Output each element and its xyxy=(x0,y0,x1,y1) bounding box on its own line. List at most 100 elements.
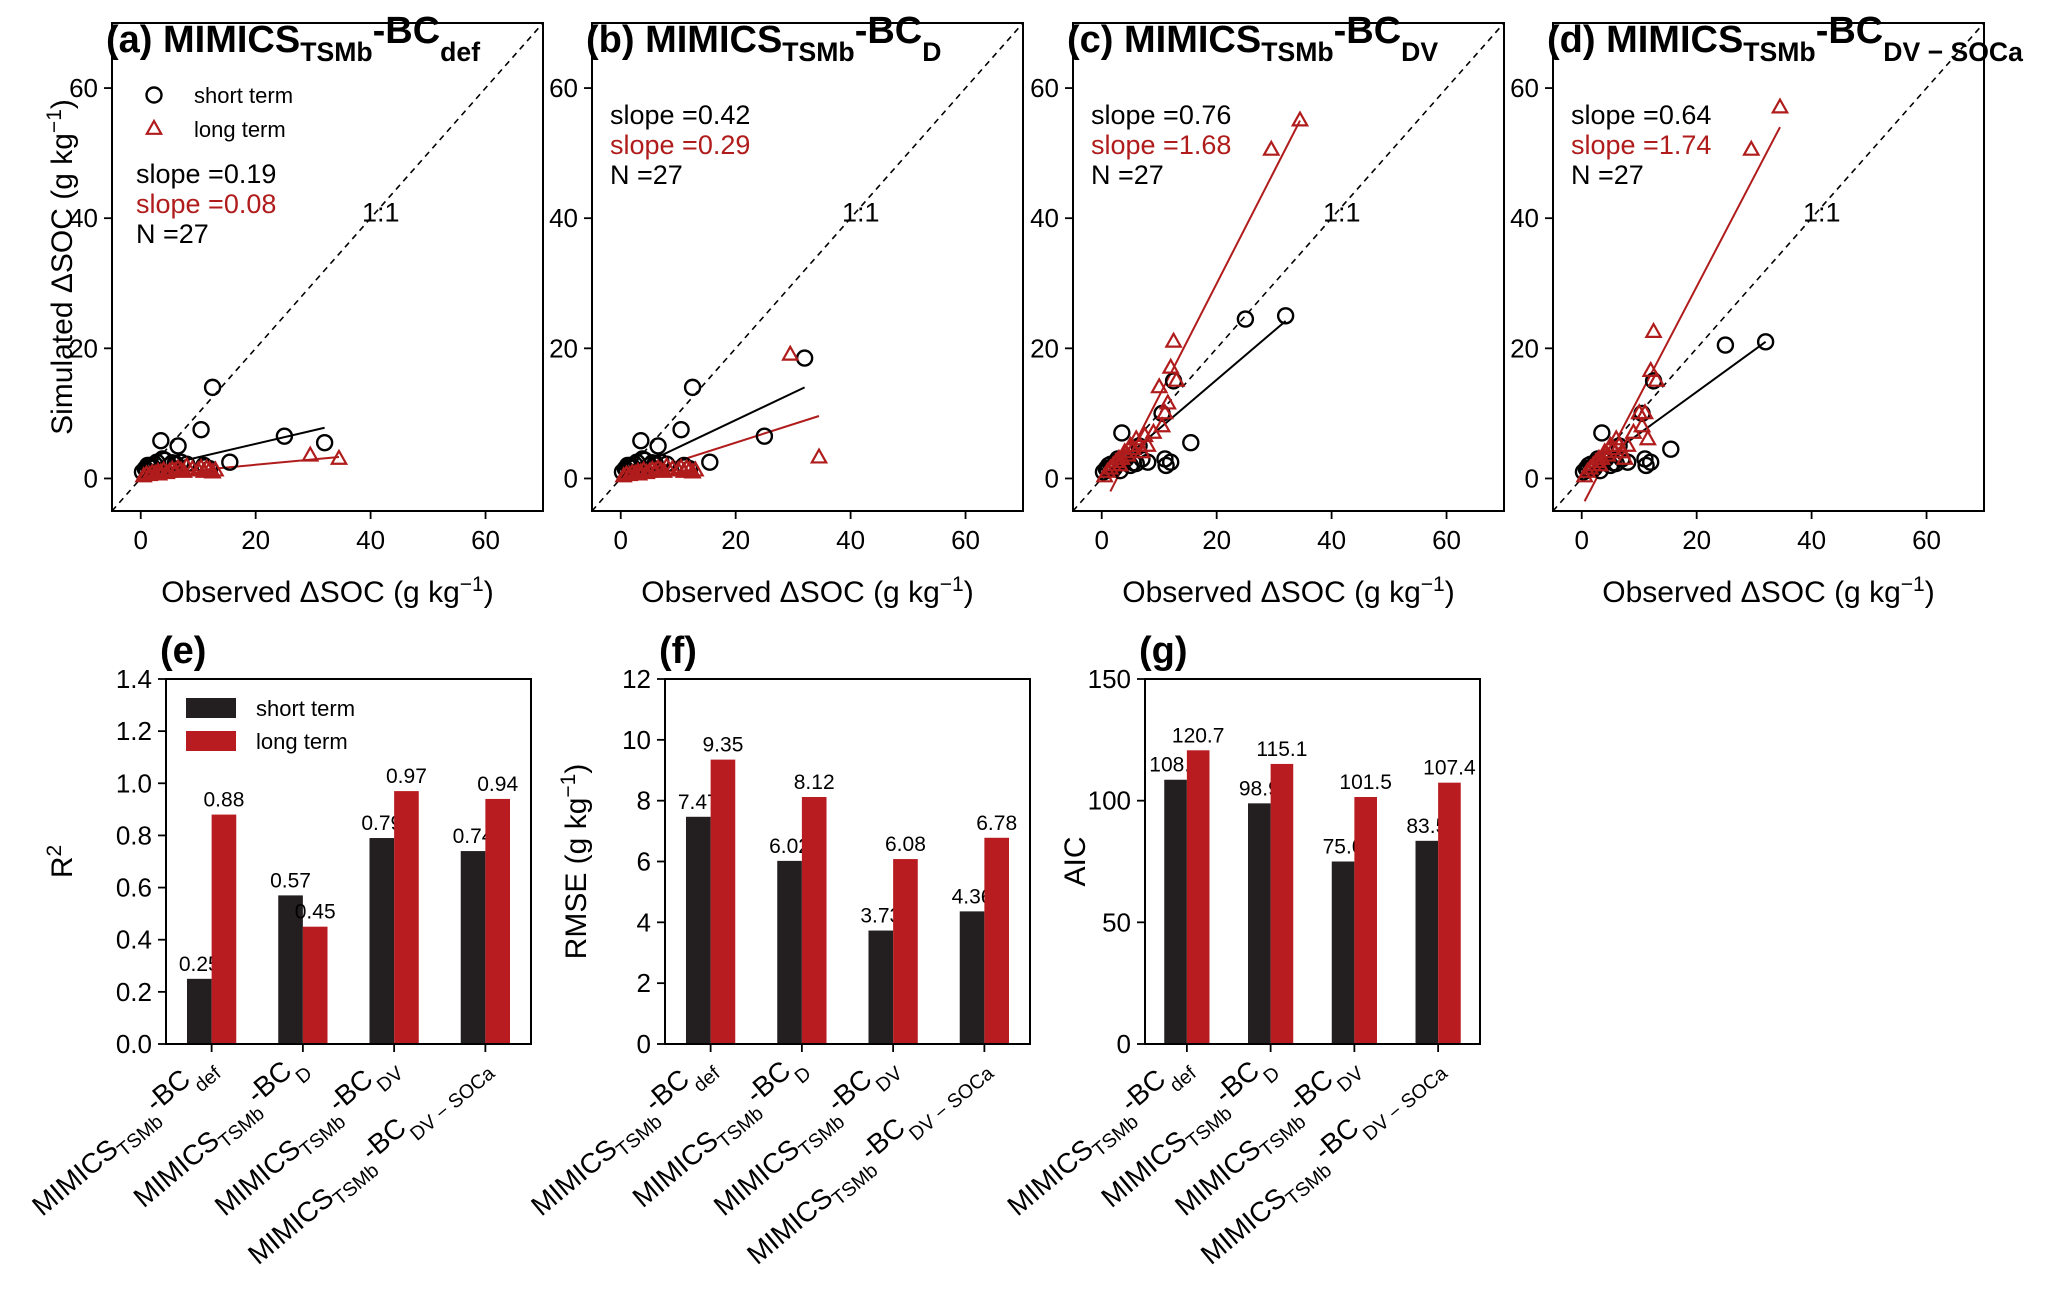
one-to-one-line xyxy=(591,22,1024,512)
bar-value-label: 0.74 xyxy=(453,825,494,848)
bar-panel-e: 0.250.88MIMICSTSMb-BCdef0.570.45MIMICSTS… xyxy=(26,630,532,1270)
short-term-bar xyxy=(278,895,303,1044)
x-tick-label: 0 xyxy=(133,525,147,555)
short-term-point xyxy=(649,437,667,455)
x-tick-label: 40 xyxy=(356,525,385,555)
bar-panel-f: 7.479.35MIMICSTSMb-BCdef6.028.12MIMICSTS… xyxy=(525,630,1031,1270)
label-subscript: TSMb xyxy=(113,1111,167,1162)
short-term-point xyxy=(315,433,334,452)
long-term-point xyxy=(1591,455,1610,472)
fit-short-line xyxy=(1103,320,1287,476)
label-subscript: TSMb xyxy=(782,37,854,67)
long-term-point xyxy=(1632,416,1652,433)
bar-value-label: 0.97 xyxy=(386,765,427,788)
axes-frame xyxy=(1552,22,1985,512)
bar-value-label: 107.4 xyxy=(1423,757,1476,780)
y-tick-label: 20 xyxy=(1510,333,1539,363)
bar-value-label: 8.12 xyxy=(794,771,835,794)
legend-triangle-icon xyxy=(144,118,164,135)
label-subscript: TSMb xyxy=(612,1111,666,1162)
label-mid: -BC xyxy=(241,1055,298,1110)
short-term-point xyxy=(1637,456,1655,475)
bar-value-label: 7.47 xyxy=(678,791,719,814)
long-term-point xyxy=(809,447,829,464)
label-subscript: DV − SOCa xyxy=(1359,1062,1452,1145)
label-subscript: DV − SOCa xyxy=(406,1062,499,1145)
short-term-point xyxy=(192,420,210,439)
x-tick-label: 0 xyxy=(1094,525,1108,555)
long-term-point xyxy=(781,344,800,361)
short-term-point xyxy=(1716,336,1735,354)
y-tick-label: 0 xyxy=(637,1029,651,1059)
label-main: MIMICS xyxy=(1606,19,1743,61)
label-subscript: def xyxy=(440,37,480,67)
long-term-point xyxy=(1615,448,1634,465)
x-tick-label: 20 xyxy=(241,525,270,555)
plot-area xyxy=(1094,110,1310,492)
label-mid: -BC xyxy=(1282,1063,1339,1118)
short-term-bar xyxy=(685,816,711,1044)
x-tick-label: 60 xyxy=(1432,525,1461,555)
panel-title: (c) MIMICSTSMb-BCDV xyxy=(1067,10,1438,67)
label-subscript: TSMb xyxy=(714,1102,768,1153)
y-tick-label: 0.2 xyxy=(116,977,152,1007)
label-mid: -BC xyxy=(855,10,923,52)
short-term-point xyxy=(221,453,239,471)
long-term-point xyxy=(1161,357,1180,374)
long-term-point xyxy=(1290,110,1310,127)
x-axis-label-text: Observed ΔSOC (g kg xyxy=(641,576,939,609)
y-axis-label: R2 xyxy=(43,845,80,878)
x-axis-label: Observed ΔSOC (g kg−1) xyxy=(161,573,493,610)
one-to-one-line xyxy=(1072,22,1505,512)
plot-area xyxy=(133,378,349,483)
scatter-panel-a: 1:1 0 0 20 20 40 40 60 60 Observed ΔSOC (g kg−1) (… xyxy=(43,10,544,609)
long-term-point xyxy=(643,459,662,476)
bar-value-label: 0.57 xyxy=(270,869,311,892)
long-term-point xyxy=(1167,370,1186,387)
label-subscript: TSMb xyxy=(1282,1159,1336,1210)
label-mid: -BC xyxy=(821,1063,878,1118)
label-subscript: def xyxy=(190,1062,225,1097)
x-tick-label: 40 xyxy=(1317,525,1346,555)
label-subscript: DV xyxy=(1333,1062,1368,1096)
label-subscript: TSMb xyxy=(795,1111,849,1162)
legend-circle-icon xyxy=(145,86,163,104)
short-term-bar xyxy=(186,978,212,1044)
short-term-bar xyxy=(369,838,395,1044)
short-term-bar xyxy=(1331,861,1355,1044)
long-term-point xyxy=(163,459,182,476)
bar-legend: short term long term xyxy=(186,696,355,754)
long-term-point xyxy=(1138,435,1157,452)
bar-value-label: 6.02 xyxy=(769,835,810,858)
slope-long-label: slope =1.68 xyxy=(1091,130,1231,160)
scatter-panel-c: 1:1 0 0 20 20 40 40 60 60 Observed ΔSOC (g kg−1) (… xyxy=(1030,10,1505,609)
short-term-point xyxy=(755,427,774,445)
x-axis-label-text: Observed ΔSOC (g kg xyxy=(1122,576,1420,609)
bar-value-label: 98.9 xyxy=(1239,777,1280,800)
long-term-bar xyxy=(984,837,1010,1044)
y-tick-label: 0 xyxy=(84,463,98,493)
axes-frame xyxy=(1144,678,1481,1045)
short-term-point xyxy=(1756,333,1775,351)
n-label: N =27 xyxy=(1091,160,1164,190)
long-term-bar xyxy=(1186,750,1210,1044)
long-term-point xyxy=(1644,321,1663,338)
panel-title: (d) MIMICSTSMb-BCDV − SOCa xyxy=(1547,10,2023,67)
long-term-point xyxy=(171,460,191,477)
short-term-bar xyxy=(1415,840,1439,1044)
bar-value-label: 101.5 xyxy=(1339,771,1392,794)
bar-value-label: 83.5 xyxy=(1406,815,1447,838)
y-tick-label: 1.4 xyxy=(116,664,152,694)
y-axis-label-text: R xyxy=(46,857,79,879)
label-main: MIMICS xyxy=(26,1133,123,1222)
panel-letter: (g) xyxy=(1139,630,1188,672)
long-term-bar xyxy=(1438,782,1461,1044)
label-subscript: D xyxy=(292,1062,317,1088)
y-tick-label: 60 xyxy=(1030,73,1059,103)
label-mid: -BC xyxy=(1208,1055,1265,1110)
y-axis-label-sup: 2 xyxy=(43,845,66,857)
long-term-bar xyxy=(302,926,328,1044)
y-axis-label-sup: −1 xyxy=(557,774,580,798)
y-tick-label: 40 xyxy=(1510,203,1539,233)
label-subscript: TSMb xyxy=(296,1111,350,1162)
